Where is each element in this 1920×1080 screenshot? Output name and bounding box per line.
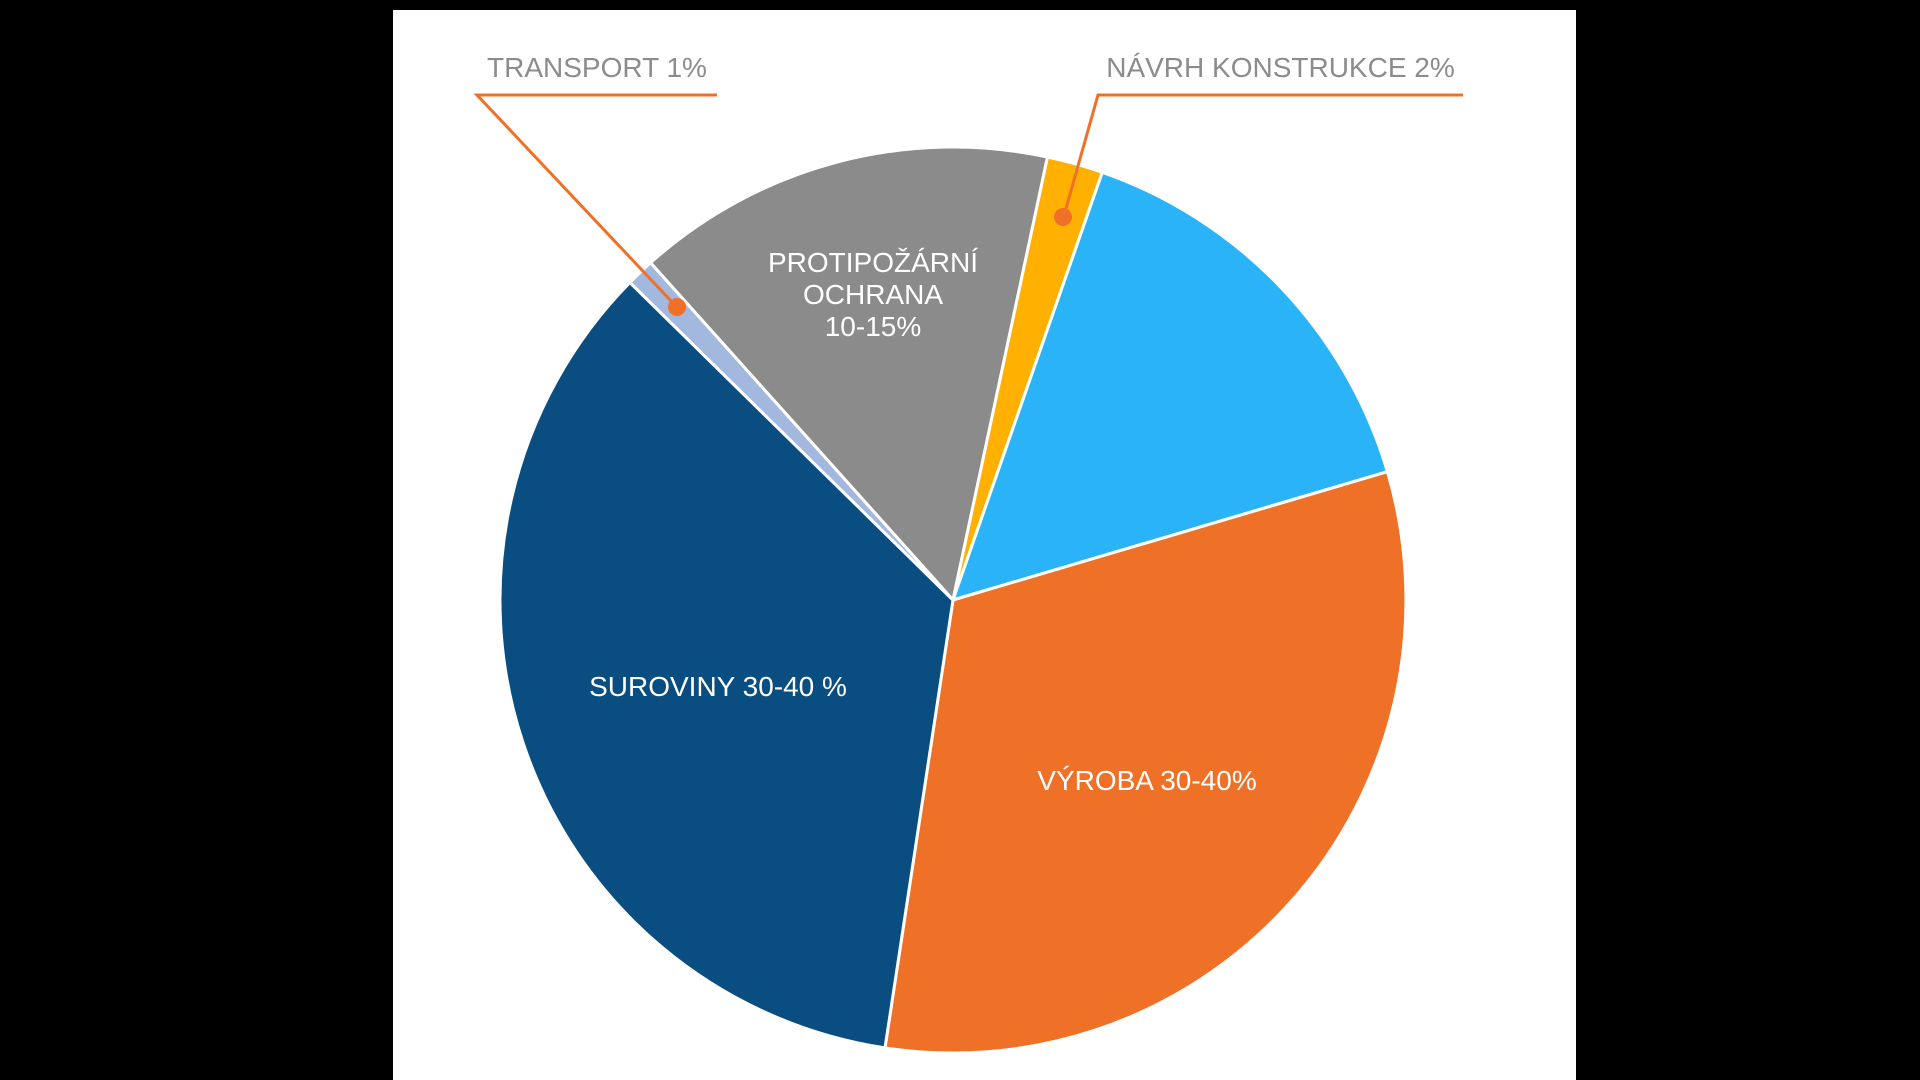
slice-label-suroviny: SUROVINY 30-40 % <box>589 671 847 702</box>
callout-label-transport: TRANSPORT 1% <box>487 52 707 83</box>
callout-line-navrh-konstrukce <box>1063 93 1463 213</box>
slice-label-vyroba: VÝROBA 30-40% <box>1037 765 1257 796</box>
callout-line-transport <box>473 93 717 304</box>
callout-dot-navrh-konstrukce <box>1054 208 1072 226</box>
callout-dot-transport <box>668 298 686 316</box>
pie-slice-unlabeled <box>951 170 1389 602</box>
callout-label-navrh-konstrukce: NÁVRH KONSTRUKCE 2% <box>1106 52 1455 83</box>
pie-slice-vyroba <box>883 470 1408 1055</box>
slice-label-protipozarni-ochrana: PROTIPOŽÁRNÍ OCHRANA 10-15% <box>767 247 978 342</box>
pie-slice-suroviny <box>498 281 955 1050</box>
pie-slice-protipozarni-ochrana <box>649 145 1049 602</box>
pie-slice-transport <box>628 261 955 602</box>
